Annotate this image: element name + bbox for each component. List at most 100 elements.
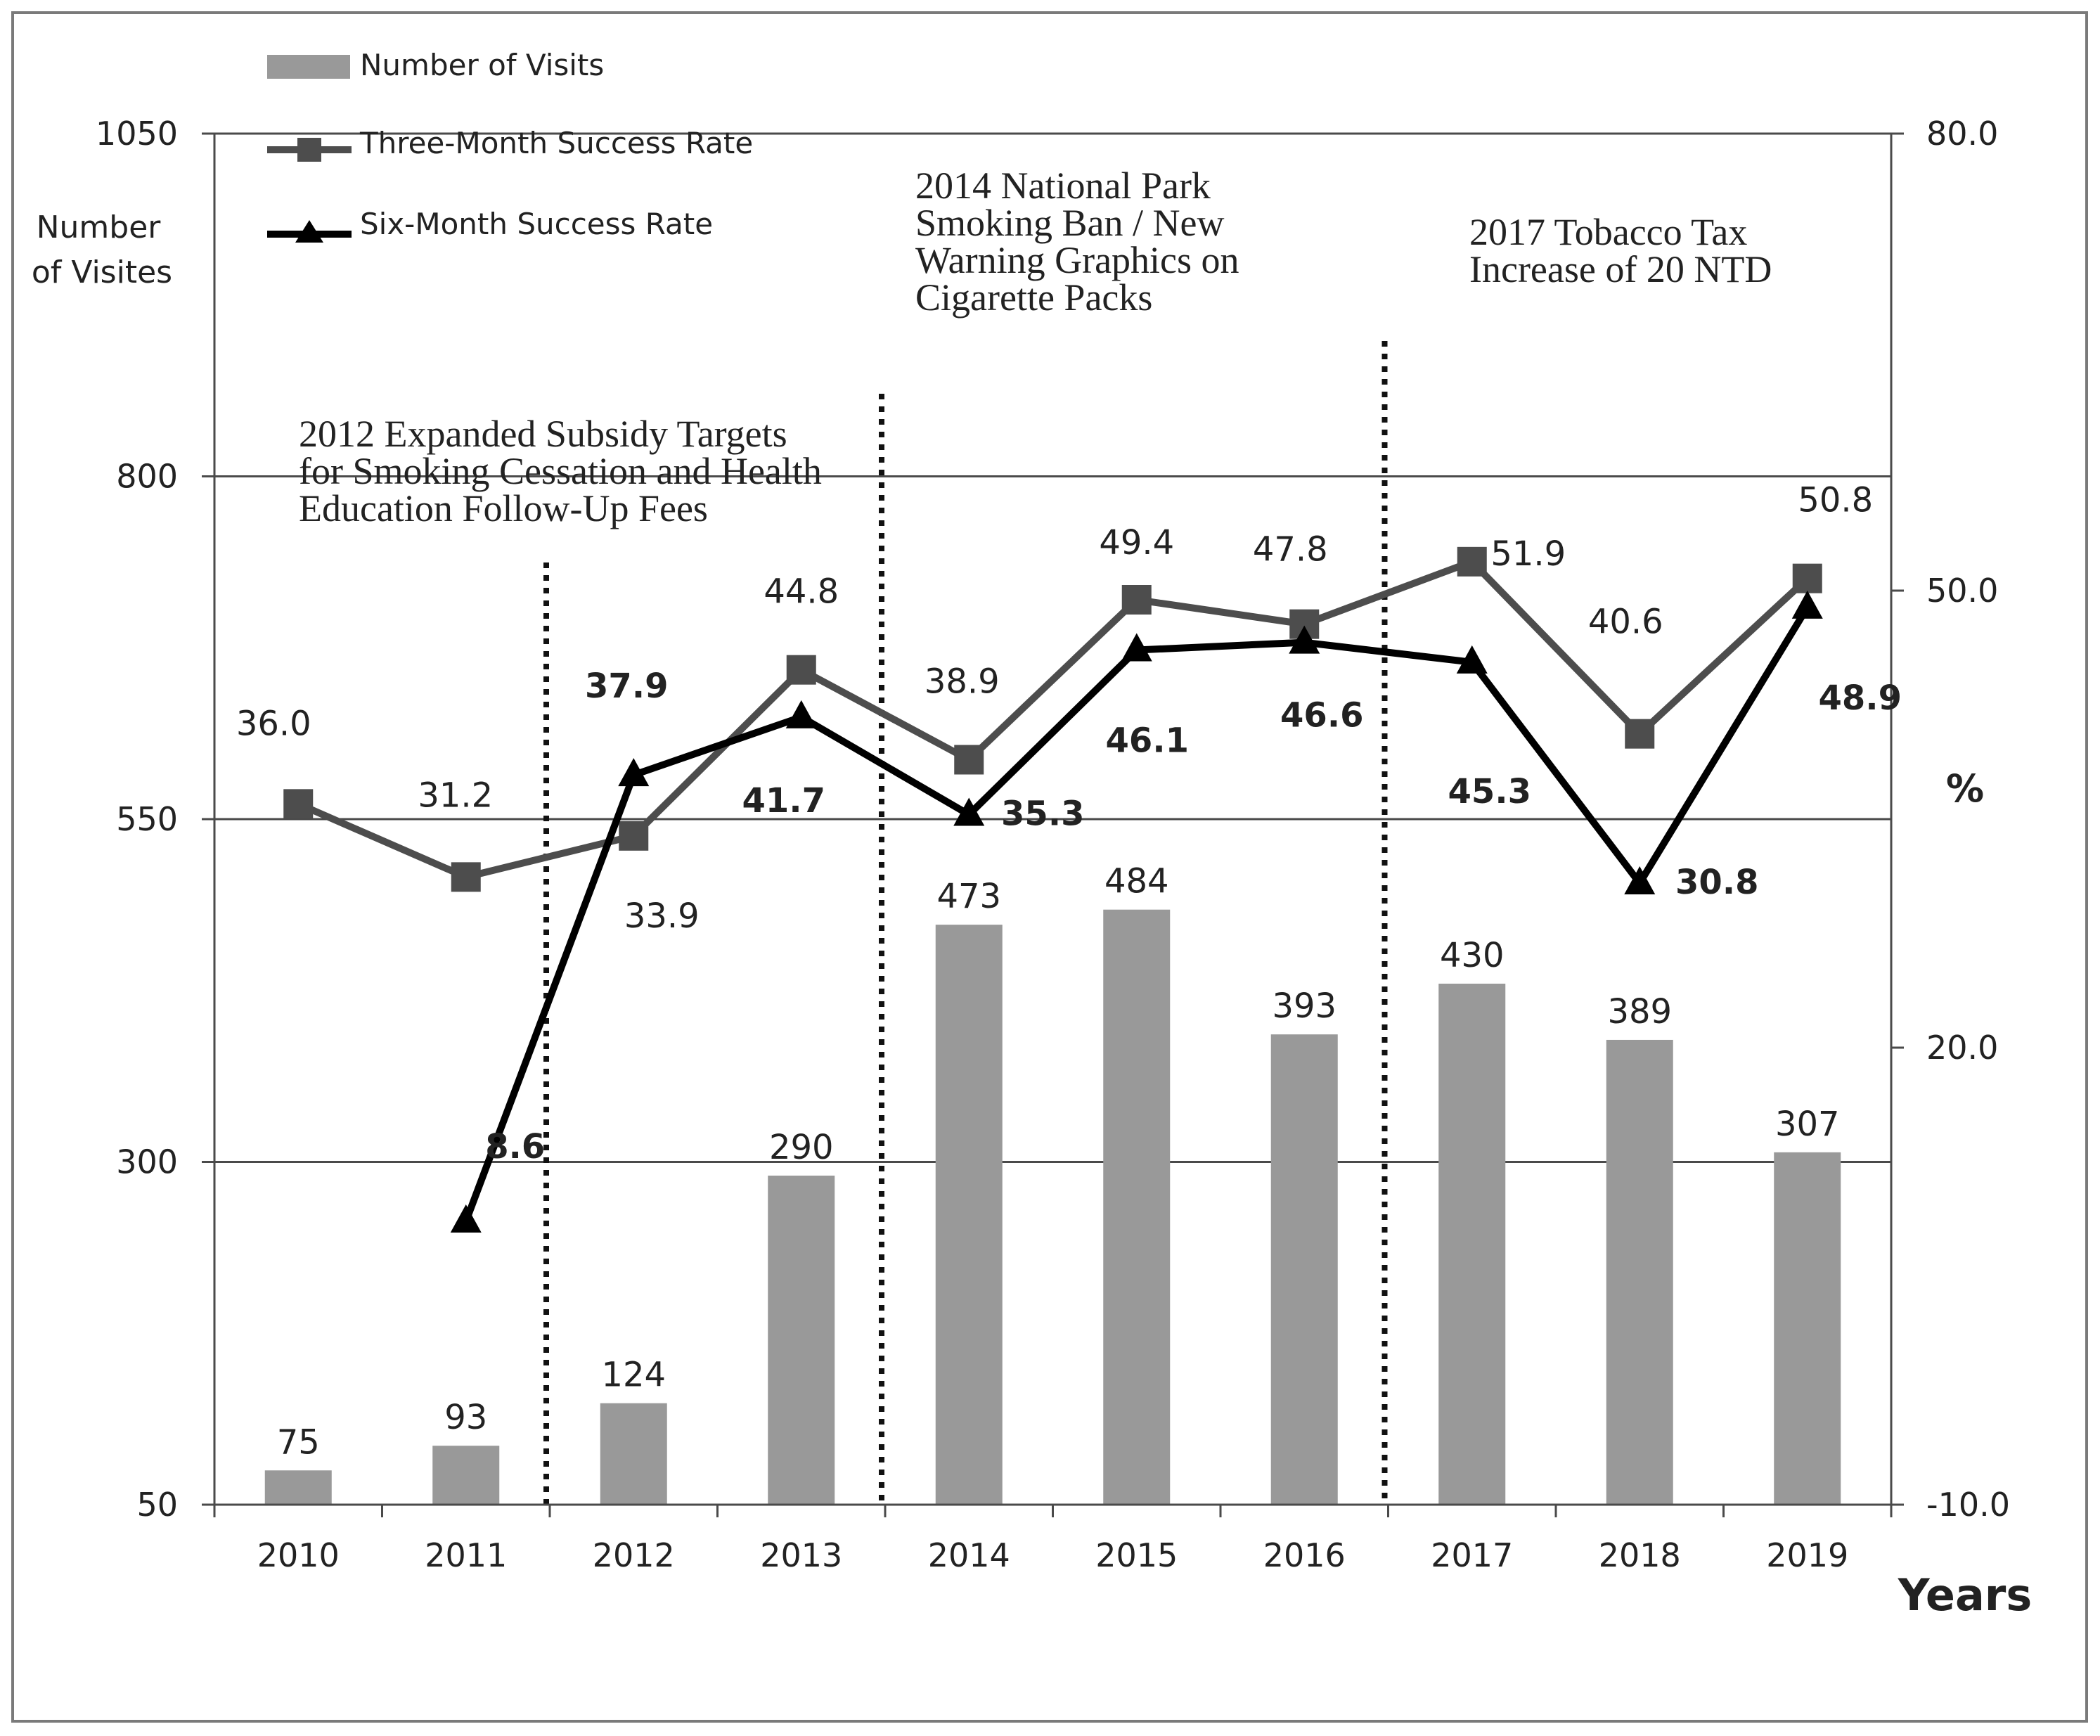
annotation-2012-line2: for Smoking Cessation and Health — [299, 450, 822, 492]
bar-2015 — [1103, 909, 1171, 1505]
bar-label-2012: 124 — [601, 1356, 666, 1395]
left-tick-label: 1050 — [96, 115, 178, 153]
right-tick-label: 50.0 — [1926, 572, 1998, 610]
annotation-2014-line2: Smoking Ban / New — [915, 202, 1225, 244]
marker-six-month-2011 — [450, 1204, 482, 1233]
three-month-label-2019: 50.8 — [1798, 481, 1873, 520]
annotation-2012: 2012 Expanded Subsidy Targets for Smokin… — [299, 413, 822, 529]
bar-label-2018: 389 — [1607, 992, 1672, 1031]
legend-marker-three-month — [297, 138, 321, 162]
marker-three-month-2013 — [786, 655, 816, 685]
legend: Number of Visits Three-Month Success Rat… — [267, 48, 753, 243]
marker-three-month-2017 — [1457, 546, 1487, 577]
marker-three-month-2019 — [1792, 563, 1822, 593]
marker-three-month-2018 — [1625, 719, 1655, 749]
x-tick-label-2016: 2016 — [1263, 1536, 1346, 1574]
marker-six-month-2019 — [1791, 590, 1823, 619]
three-month-label-2011: 31.2 — [418, 776, 493, 815]
annotation-2014-line3: Warning Graphics on — [915, 239, 1239, 281]
marker-six-month-2013 — [785, 700, 817, 728]
six-month-label-2017: 45.3 — [1448, 772, 1531, 811]
six-month-label-2014: 35.3 — [1001, 795, 1084, 834]
line-three-month — [297, 558, 1810, 881]
marker-three-month-2014 — [954, 745, 984, 775]
bar-label-2013: 290 — [769, 1128, 834, 1167]
legend-label-visits: Number of Visits — [360, 48, 604, 82]
bar-label-2015: 484 — [1104, 862, 1169, 901]
marker-three-month-2010 — [283, 789, 314, 819]
annotation-2017: 2017 Tobacco Tax Increase of 20 NTD — [1469, 211, 1772, 290]
legend-marker-six-month — [295, 220, 323, 243]
three-month-label-2013: 44.8 — [764, 572, 839, 612]
axes: 50 300 550 800 1050 -10.0 20.0 50.0 80.0 2010 2011… — [96, 115, 2010, 1574]
three-month-label-2016: 47.8 — [1253, 530, 1328, 570]
annotation-2014-line1: 2014 National Park — [915, 165, 1211, 207]
line-series — [283, 546, 1823, 1233]
left-axis-title-line2: of Visites — [32, 255, 172, 290]
x-tick-label-2017: 2017 — [1431, 1536, 1513, 1574]
left-tick-label: 550 — [116, 800, 178, 838]
bar-series — [264, 909, 1841, 1505]
six-month-label-2016: 46.6 — [1280, 696, 1363, 735]
left-tick-label: 50 — [136, 1486, 178, 1524]
annotation-2014: 2014 National Park Smoking Ban / New War… — [915, 165, 1239, 319]
marker-six-month-2016 — [1289, 625, 1320, 654]
six-month-label-2013: 41.7 — [742, 781, 825, 821]
annotation-2017-line2: Increase of 20 NTD — [1469, 248, 1772, 290]
right-tick-label: -10.0 — [1926, 1486, 2010, 1524]
marker-three-month-2011 — [451, 862, 481, 892]
bar-2011 — [432, 1446, 500, 1505]
three-month-label-2015: 49.4 — [1099, 523, 1174, 562]
bar-2019 — [1774, 1152, 1841, 1505]
left-tick-label: 800 — [116, 458, 178, 496]
legend-label-six-month: Six-Month Success Rate — [360, 207, 713, 241]
marker-six-month-2017 — [1456, 645, 1488, 674]
legend-swatch-visits — [267, 55, 350, 79]
x-tick-label-2018: 2018 — [1599, 1536, 1681, 1574]
x-tick-label-2019: 2019 — [1766, 1536, 1848, 1574]
bar-2013 — [768, 1176, 835, 1505]
annotation-2017-line1: 2017 Tobacco Tax — [1469, 211, 1747, 253]
bar-label-2019: 307 — [1775, 1105, 1840, 1144]
bar-label-2014: 473 — [936, 877, 1001, 916]
six-month-label-2018: 30.8 — [1675, 863, 1758, 902]
three-month-label-2010: 36.0 — [236, 704, 311, 743]
marker-six-month-2012 — [618, 758, 650, 787]
data-labels: 75 93 124 290 473 484 393 430 389 307 36.0 31.2 33.9… — [236, 481, 1902, 1462]
x-tick-label-2013: 2013 — [760, 1536, 842, 1574]
x-tick-label-2015: 2015 — [1095, 1536, 1178, 1574]
six-month-label-2015: 46.1 — [1106, 721, 1189, 761]
event-lines — [543, 341, 1388, 1505]
three-month-label-2014: 38.9 — [925, 662, 1000, 702]
annotation-2014-line4: Cigarette Packs — [915, 276, 1152, 319]
six-month-label-2019: 48.9 — [1819, 679, 1902, 718]
x-tick-label-2014: 2014 — [928, 1536, 1010, 1574]
marker-three-month-2015 — [1121, 585, 1152, 615]
legend-label-three-month: Three-Month Success Rate — [359, 126, 753, 160]
x-tick-label-2010: 2010 — [257, 1536, 340, 1574]
marker-six-month-2015 — [1121, 633, 1152, 662]
six-month-label-2011: 8.6 — [485, 1127, 545, 1166]
bar-2016 — [1270, 1034, 1338, 1505]
x-tick-label-2011: 2011 — [425, 1536, 507, 1574]
marker-six-month-2018 — [1624, 866, 1656, 894]
bar-label-2016: 393 — [1272, 986, 1336, 1026]
bar-2010 — [264, 1470, 332, 1505]
bar-2012 — [600, 1403, 667, 1505]
three-month-label-2018: 40.6 — [1588, 603, 1663, 642]
bar-label-2011: 93 — [444, 1398, 487, 1437]
bar-label-2010: 75 — [277, 1422, 320, 1462]
annotation-2012-line3: Education Follow-Up Fees — [299, 487, 708, 529]
bar-label-2017: 430 — [1440, 936, 1505, 975]
bar-2018 — [1606, 1039, 1673, 1505]
bar-2017 — [1438, 984, 1506, 1505]
x-axis-title: Years — [1898, 1569, 2033, 1621]
right-tick-label: 20.0 — [1926, 1029, 1998, 1067]
six-month-label-2012: 37.9 — [585, 667, 668, 706]
right-axis-title: % — [1946, 766, 1984, 811]
annotation-2012-line1: 2012 Expanded Subsidy Targets — [299, 413, 787, 455]
left-tick-label: 300 — [116, 1143, 178, 1181]
right-tick-label: 80.0 — [1926, 115, 1998, 153]
marker-three-month-2012 — [619, 821, 649, 851]
